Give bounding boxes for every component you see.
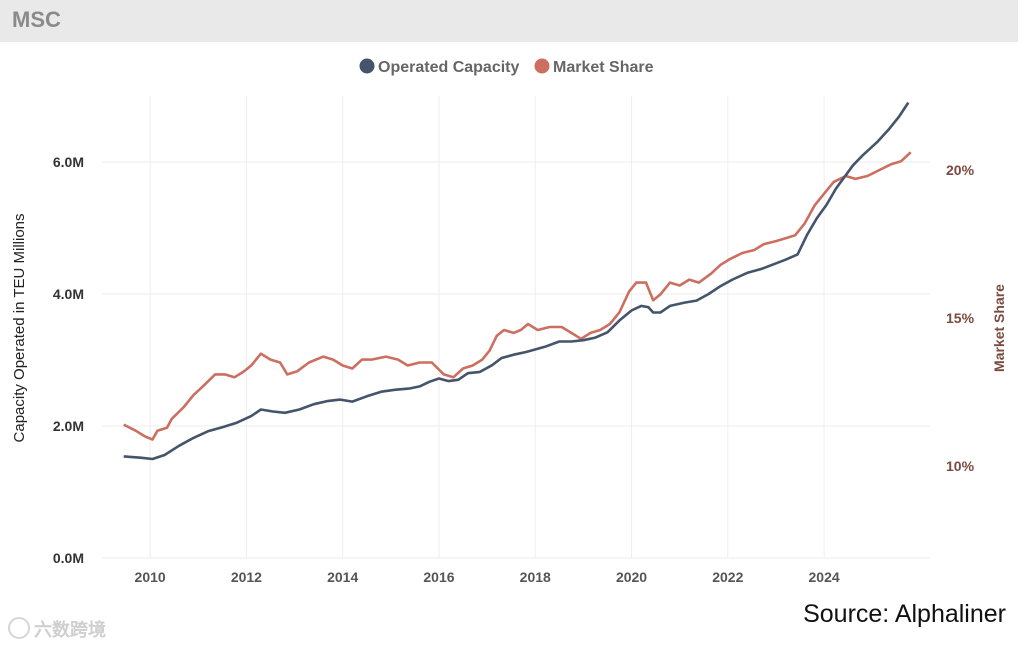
legend-label-capacity[interactable]: Operated Capacity [378,59,519,76]
y-axis-left-title: Capacity Operated in TEU Millions [11,214,28,443]
x-tick-label: 2014 [327,569,358,585]
y2-tick-label: 15% [946,310,975,326]
x-tick-label: 2016 [423,569,454,585]
y-tick-label: 6.0M [53,154,84,170]
source-note: Source: Alphaliner [803,600,1006,628]
operated-capacity-line [123,101,910,461]
y-tick-label: 0.0M [53,550,84,566]
legend-marker-capacity[interactable] [359,58,375,74]
series-layer [123,101,912,461]
watermark-text: 六数跨境 [34,620,106,640]
x-tick-label: 2012 [231,569,262,585]
watermark: 六数跨境 [8,616,106,642]
y-tick-label: 2.0M [53,418,84,434]
x-tick-label: 2018 [520,569,551,585]
x-tick-label: 2010 [135,569,166,585]
y-axis-right-title: Market Share [991,284,1007,372]
chart-title: MSC [12,7,61,32]
watermark-logo-icon [8,617,30,639]
y-tick-label: 4.0M [53,286,84,302]
axis-layer: 2010 2012 2014 2016 2018 2020 2022 2024 0.0M 2.0M… [53,154,975,585]
y2-tick-label: 10% [946,458,975,474]
grid-layer [102,96,930,559]
x-tick-label: 2024 [809,569,840,585]
x-tick-label: 2020 [616,569,647,585]
legend-marker-share[interactable] [534,58,550,74]
x-tick-label: 2022 [712,569,743,585]
chart-header: MSC [0,0,1018,42]
market-share-line [123,151,912,441]
y2-tick-label: 20% [946,162,975,178]
legend-label-share[interactable]: Market Share [553,59,654,76]
legend: Operated Capacity Market Share [359,58,654,76]
